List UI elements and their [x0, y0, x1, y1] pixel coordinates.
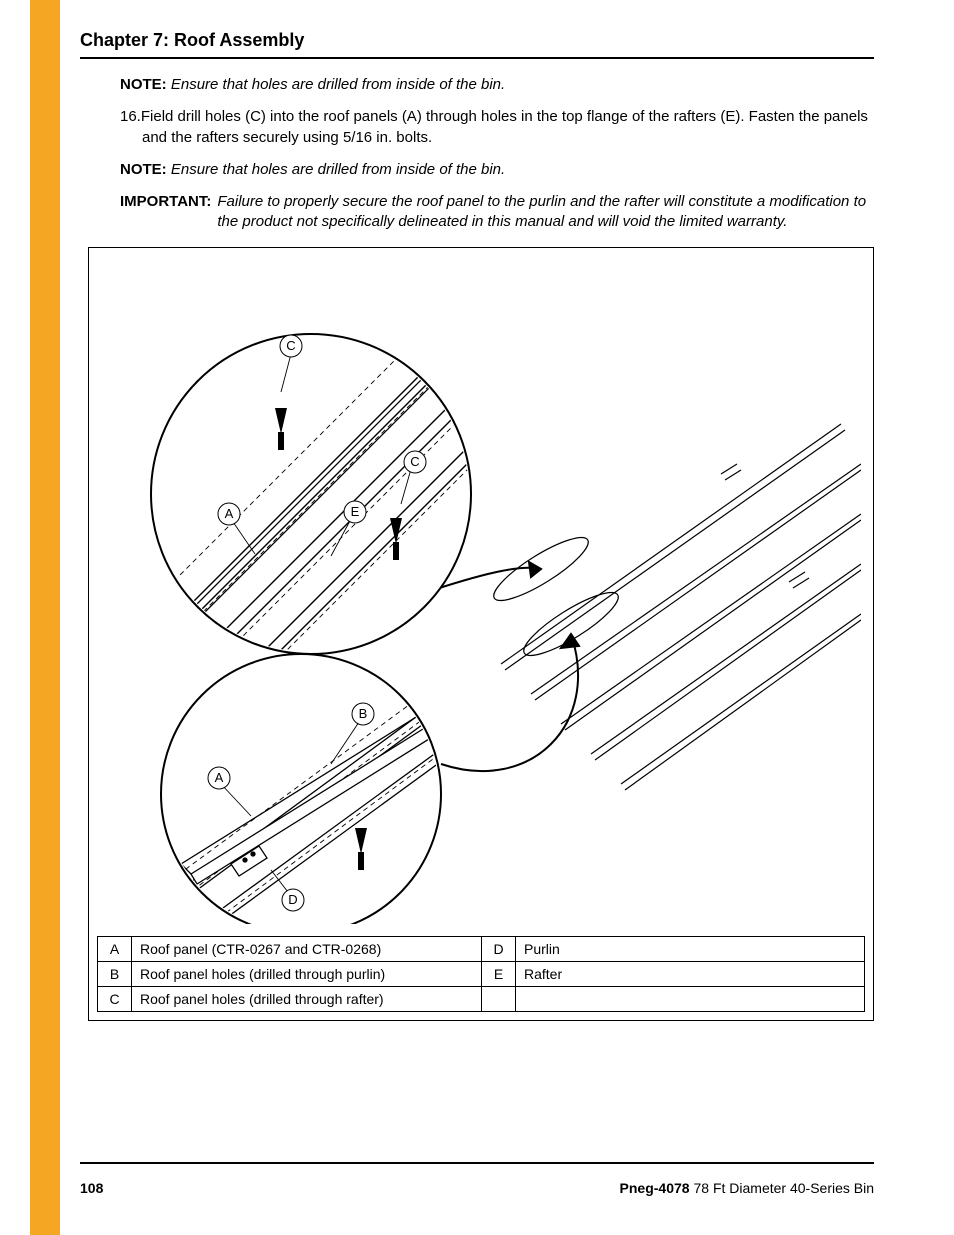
footer-rule	[80, 1162, 874, 1164]
legend-key: C	[98, 986, 132, 1011]
detail-circle-bottom: A B D	[161, 654, 499, 924]
svg-text:E: E	[351, 504, 360, 519]
important-text: Failure to properly secure the roof pane…	[217, 192, 874, 233]
table-row: A Roof panel (CTR-0267 and CTR-0268) D P…	[98, 936, 865, 961]
legend-key: D	[482, 936, 516, 961]
svg-text:A: A	[215, 770, 224, 785]
roof-panels-perspective	[487, 424, 861, 790]
figure-svg-wrap: C C E A	[97, 256, 865, 930]
accent-sidebar	[30, 0, 60, 1235]
page-footer: 108 Pneg-4078 78 Ft Diameter 40-Series B…	[80, 1180, 874, 1196]
legend-desc: Purlin	[516, 936, 865, 961]
step-number: 16.	[120, 108, 141, 125]
doc-number: Pneg-4078	[620, 1180, 690, 1196]
table-row: C Roof panel holes (drilled through raft…	[98, 986, 865, 1011]
legend-desc: Roof panel holes (drilled through rafter…	[132, 986, 482, 1011]
legend-desc	[516, 986, 865, 1011]
svg-text:C: C	[286, 338, 295, 353]
callout-arrows	[421, 562, 579, 771]
note-label: NOTE:	[120, 76, 167, 93]
roof-assembly-diagram: C C E A	[101, 264, 861, 924]
page-content: Chapter 7: Roof Assembly NOTE: Ensure th…	[80, 30, 874, 1021]
legend-desc: Roof panel (CTR-0267 and CTR-0268)	[132, 936, 482, 961]
note-label: NOTE:	[120, 161, 167, 178]
svg-text:B: B	[359, 706, 368, 721]
step-16: 16.Field drill holes (C) into the roof p…	[100, 107, 874, 148]
note-text: Ensure that holes are drilled from insid…	[171, 161, 505, 178]
legend-key: A	[98, 936, 132, 961]
note-2: NOTE: Ensure that holes are drilled from…	[120, 160, 874, 180]
legend-table: A Roof panel (CTR-0267 and CTR-0268) D P…	[97, 936, 865, 1012]
svg-text:C: C	[410, 454, 419, 469]
important-label: IMPORTANT:	[120, 192, 211, 233]
note-text: Ensure that holes are drilled from insid…	[171, 76, 505, 93]
svg-text:A: A	[225, 506, 234, 521]
important-block: IMPORTANT: Failure to properly secure th…	[120, 192, 874, 233]
legend-desc: Rafter	[516, 961, 865, 986]
table-row: B Roof panel holes (drilled through purl…	[98, 961, 865, 986]
legend-key: E	[482, 961, 516, 986]
page-number: 108	[80, 1180, 103, 1196]
doc-ref: Pneg-4078 78 Ft Diameter 40-Series Bin	[620, 1180, 874, 1196]
step-text: Field drill holes (C) into the roof pane…	[141, 108, 868, 145]
figure-box: C C E A	[88, 247, 874, 1021]
svg-text:D: D	[288, 892, 297, 907]
legend-desc: Roof panel holes (drilled through purlin…	[132, 961, 482, 986]
legend-key: B	[98, 961, 132, 986]
doc-title: 78 Ft Diameter 40-Series Bin	[690, 1180, 874, 1196]
legend-key	[482, 986, 516, 1011]
detail-circle-top: C C E A	[151, 314, 509, 672]
title-rule	[80, 57, 874, 59]
chapter-title: Chapter 7: Roof Assembly	[80, 30, 874, 51]
note-1: NOTE: Ensure that holes are drilled from…	[120, 75, 874, 95]
